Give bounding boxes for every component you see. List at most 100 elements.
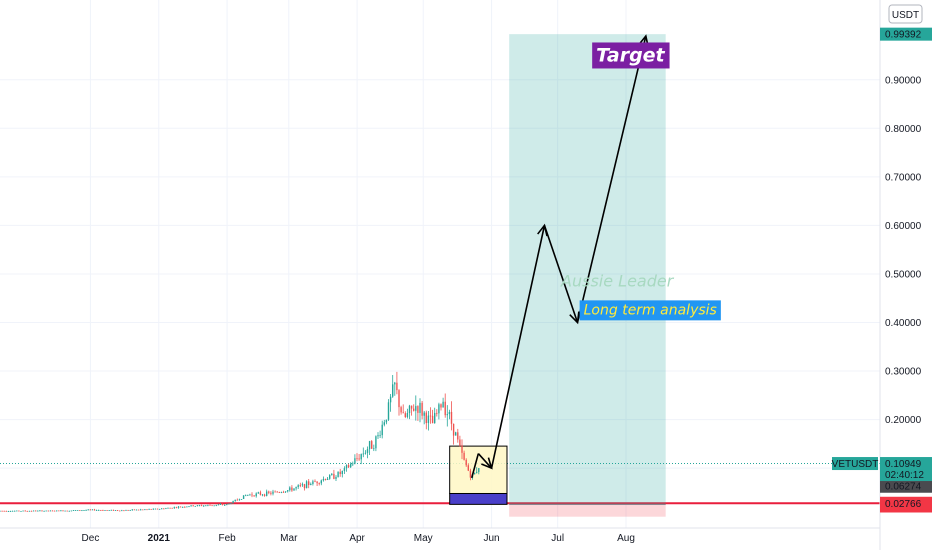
price-candle <box>383 422 385 425</box>
price-candle <box>421 402 423 416</box>
target-price-badge[interactable]: 0.99392 <box>880 27 932 41</box>
price-candle <box>387 402 390 420</box>
price-candle <box>314 481 316 483</box>
price-candle <box>450 411 453 424</box>
price-candle <box>266 491 268 496</box>
demand-zone[interactable] <box>449 492 508 505</box>
price-candle <box>476 471 478 473</box>
price-candle <box>417 406 419 413</box>
price-candle <box>297 485 299 487</box>
time-tick-label: May <box>414 533 433 544</box>
price-candle <box>163 508 165 510</box>
price-candle <box>406 413 409 417</box>
price-candle <box>459 439 461 446</box>
price-candle <box>350 463 352 468</box>
price-candle <box>14 510 16 512</box>
price-candle <box>211 505 213 507</box>
price-candle <box>429 415 432 417</box>
price-tick-label: 0.60000 <box>885 221 922 232</box>
price-candle <box>196 505 199 507</box>
price-candle <box>400 407 402 413</box>
price-candle <box>408 405 411 414</box>
price-candle <box>282 492 285 493</box>
price-candle <box>455 432 457 436</box>
long-position-stop-zone[interactable] <box>509 504 666 517</box>
price-candle <box>436 412 438 414</box>
projection-segment[interactable] <box>470 453 480 479</box>
price-candle <box>182 506 184 508</box>
price-candle <box>194 505 196 507</box>
target-note[interactable]: Target <box>592 42 670 69</box>
price-candle <box>320 480 322 484</box>
price-candle <box>179 506 182 508</box>
projection-segment[interactable] <box>477 453 493 469</box>
price-candle <box>135 509 138 511</box>
price-candle <box>245 495 247 497</box>
projection-segment[interactable] <box>490 225 546 469</box>
price-candle <box>249 494 251 496</box>
price-candle <box>43 510 45 512</box>
price-candle <box>116 510 119 512</box>
price-candle <box>234 499 236 502</box>
price-candle <box>463 452 465 460</box>
price-candle <box>425 412 427 424</box>
price-candle <box>9 511 12 512</box>
analysis-note[interactable]: Long term analysis <box>579 300 721 321</box>
price-candle <box>104 510 106 511</box>
projection-segment[interactable] <box>543 225 579 323</box>
price-candle <box>398 390 400 408</box>
price-candle <box>356 458 358 460</box>
time-tick-label: 2021 <box>148 533 171 544</box>
price-candle <box>226 504 228 506</box>
price-candle <box>368 441 371 450</box>
price-candle <box>354 458 356 464</box>
price-candle <box>37 510 39 512</box>
price-candle <box>81 510 83 512</box>
price-candle <box>45 510 47 512</box>
plot-background <box>0 0 880 528</box>
price-candle <box>35 510 37 512</box>
time-tick-label: Dec <box>82 533 100 544</box>
price-candle <box>385 419 388 423</box>
price-candle <box>131 509 133 511</box>
price-candle <box>326 478 329 481</box>
price-candle <box>64 510 66 512</box>
price-candle <box>79 510 81 511</box>
price-candle <box>360 454 362 460</box>
projection-segment[interactable] <box>576 35 647 323</box>
price-candle <box>434 412 436 424</box>
price-tick-label: 0.30000 <box>885 367 922 378</box>
price-candle <box>389 396 392 403</box>
price-candle <box>448 411 451 415</box>
symbol-tag[interactable]: VETUSDT <box>832 457 879 471</box>
time-tick-label: Mar <box>280 533 298 544</box>
price-candle <box>263 494 266 496</box>
price-candle <box>280 492 283 493</box>
price-candle <box>119 510 121 512</box>
price-candle <box>173 507 175 509</box>
long-position-target-zone[interactable] <box>509 34 666 505</box>
price-candle <box>87 509 89 511</box>
price-candle <box>7 511 10 512</box>
time-tick-label: Feb <box>218 533 236 544</box>
price-candle <box>5 510 7 512</box>
price-candle <box>251 494 253 496</box>
support-price-badge[interactable]: 0.02766 <box>880 496 932 510</box>
price-candle <box>362 453 364 455</box>
price-candle <box>358 458 360 460</box>
price-candle <box>289 487 291 491</box>
price-candle <box>272 491 274 494</box>
currency-button[interactable]: USDT <box>888 4 923 24</box>
price-candle <box>146 509 148 511</box>
author-watermark[interactable]: Aussie Leader <box>560 272 675 291</box>
price-candle <box>238 499 241 501</box>
price-candle <box>133 509 136 511</box>
price-candle <box>93 509 96 511</box>
price-candle <box>53 510 56 512</box>
price-candle <box>203 505 205 507</box>
price-candle <box>171 507 173 509</box>
target-note-background <box>592 42 670 69</box>
marker-price-badge[interactable]: 0.06274 <box>880 479 932 493</box>
